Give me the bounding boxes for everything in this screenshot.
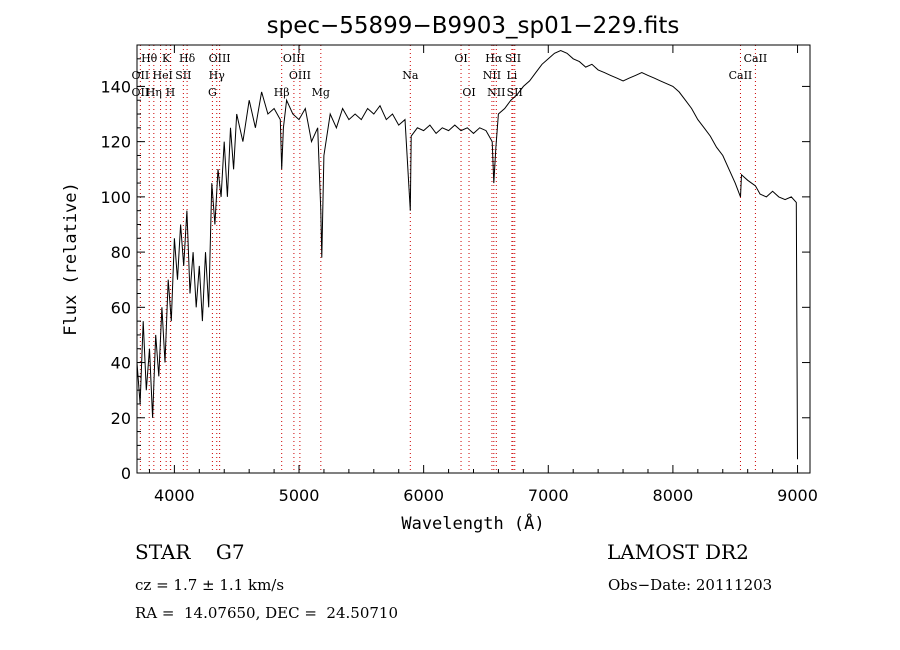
object-class: STAR G7 [135, 540, 245, 564]
line-label: CaII [744, 52, 768, 65]
line-label: NII [483, 69, 501, 82]
line-label: Hγ [209, 69, 226, 82]
flux-series-line [136, 49, 798, 460]
line-label: Na [402, 69, 419, 82]
line-label: SII [175, 69, 191, 82]
y-tick-label: 0 [121, 464, 131, 483]
line-label: Hβ [274, 86, 290, 99]
survey-name: LAMOST DR2 [607, 540, 749, 564]
line-label: K [162, 52, 171, 65]
line-label: Hα [485, 52, 503, 65]
spectral-line-markers [139, 45, 756, 473]
x-axis-ticks: 4000 5000 6000 7000 8000 9000 [148, 45, 818, 505]
line-label: Hδ [179, 52, 196, 65]
line-label: OIII [289, 69, 311, 82]
line-label: OI [462, 86, 475, 99]
line-label: G [208, 86, 217, 99]
plot-frame [136, 44, 811, 474]
line-label: SII [507, 86, 523, 99]
line-label: SII [505, 52, 521, 65]
x-tick-label: 4000 [154, 486, 195, 505]
y-tick-label: 80 [111, 243, 131, 262]
line-label: OII [132, 69, 150, 82]
y-tick-label: 140 [100, 77, 131, 96]
y-tick-label: 120 [100, 133, 131, 152]
line-label: OI [454, 52, 467, 65]
line-label: He [153, 69, 169, 82]
line-label: NII [487, 86, 505, 99]
y-tick-label: 60 [111, 298, 131, 317]
redshift-cz: cz = 1.7 ± 1.1 km/s [135, 576, 285, 594]
y-tick-label: 20 [111, 409, 131, 428]
x-tick-label: 6000 [403, 486, 444, 505]
y-axis-ticks: 0 20 40 60 80 100 120 140 [100, 58, 810, 483]
chart-title: spec−55899−B9903_sp01−229.fits [267, 13, 680, 39]
x-axis-label: Wavelength (Å) [401, 512, 544, 534]
observation-date: Obs−Date: 20111203 [608, 576, 773, 594]
y-tick-label: 40 [111, 354, 131, 373]
y-tick-label: 100 [100, 188, 131, 207]
line-label: I [168, 69, 172, 82]
line-label: Li [506, 69, 517, 82]
x-tick-label: 9000 [777, 486, 818, 505]
y-axis-label: Flux (relative) [61, 182, 81, 336]
coordinates: RA = 14.07650, DEC = 24.50710 [135, 604, 399, 622]
x-tick-label: 5000 [279, 486, 320, 505]
line-label: Hθ [141, 52, 158, 65]
x-tick-label: 7000 [528, 486, 569, 505]
line-label: OIII [283, 52, 305, 65]
line-label: OIII [209, 52, 231, 65]
line-label: OII [132, 86, 150, 99]
line-label: Mg [312, 86, 330, 99]
line-label: Hη [146, 86, 162, 99]
x-tick-label: 8000 [653, 486, 694, 505]
line-label: H [166, 86, 176, 99]
line-label: CaII [729, 69, 753, 82]
